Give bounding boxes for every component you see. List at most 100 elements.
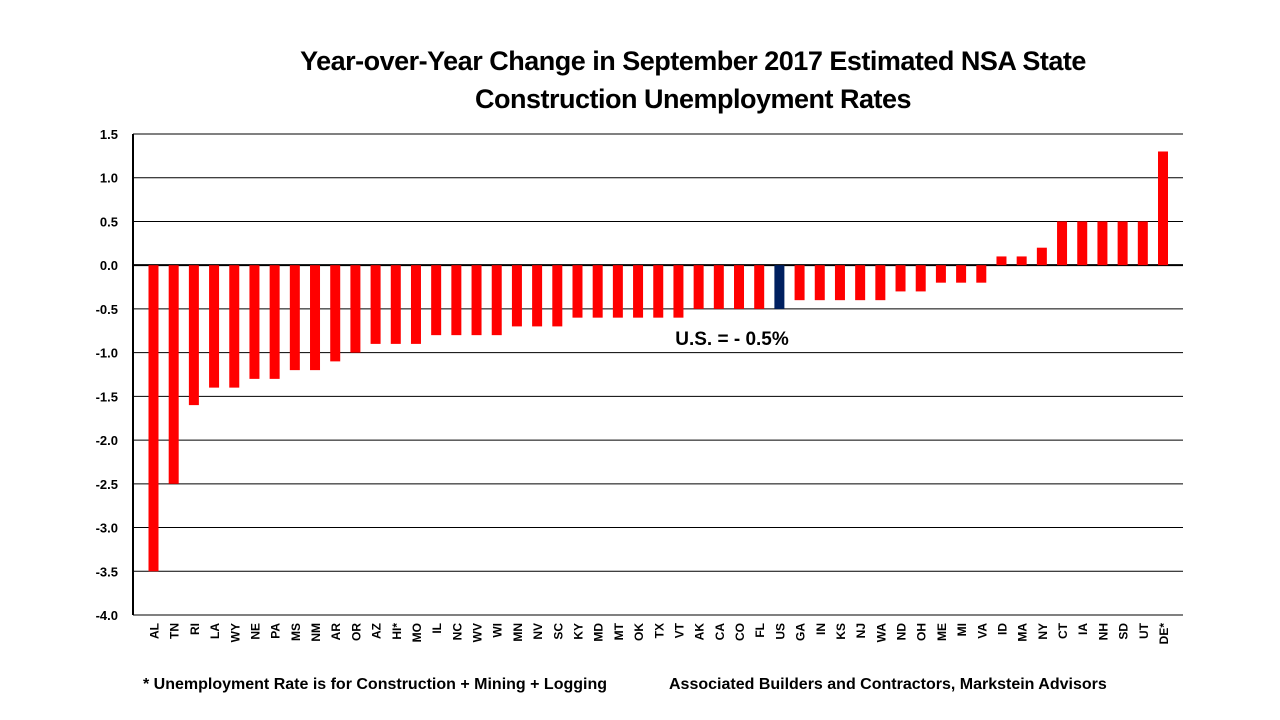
bar-ks — [834, 265, 845, 301]
x-tick-label: CT — [1056, 622, 1070, 639]
x-tick-label: CO — [733, 623, 747, 641]
bar-ky — [572, 265, 583, 318]
y-tick-label: -4.0 — [96, 608, 118, 623]
bar-pa — [269, 265, 280, 379]
bar-id — [996, 256, 1007, 266]
bar-sd — [1117, 221, 1128, 266]
x-tick-label: WA — [874, 623, 888, 643]
y-tick-label: -1.0 — [96, 346, 118, 361]
x-tick-label: TN — [168, 623, 182, 639]
y-tick-label: 1.5 — [100, 127, 118, 142]
x-tick-label: VA — [975, 623, 989, 639]
bar-wi — [491, 265, 502, 336]
x-tick-label: MI — [955, 623, 969, 636]
x-tick-label: OK — [632, 623, 646, 641]
x-tick-label: UT — [1137, 622, 1151, 639]
bar-nc — [451, 265, 462, 336]
y-tick-label: -3.0 — [96, 521, 118, 536]
x-tick-label: WY — [228, 623, 242, 642]
x-tick-label: GA — [794, 623, 808, 641]
x-tick-label: AR — [329, 623, 343, 641]
bar-ia — [1077, 221, 1088, 266]
bar-oh — [915, 265, 926, 292]
us-annotation: U.S. = - 0.5% — [675, 329, 789, 350]
bar-ma — [1016, 256, 1027, 266]
x-tick-label: NM — [309, 623, 323, 642]
x-tick-label: NV — [531, 623, 545, 640]
bar-ak — [693, 265, 704, 309]
x-tick-label: KS — [834, 623, 848, 640]
footnote: * Unemployment Rate is for Construction … — [143, 676, 608, 693]
bar-wa — [875, 265, 886, 301]
bar-va — [976, 265, 987, 283]
chart-title: Year-over-Year Change in September 2017 … — [300, 46, 1086, 114]
bar-in — [814, 265, 825, 301]
bar-de — [1158, 151, 1168, 266]
x-tick-label: SC — [551, 623, 565, 640]
bar-tx — [653, 265, 664, 318]
x-tick-label: WV — [471, 623, 485, 642]
bar-ga — [794, 265, 805, 301]
x-tick-label: KY — [571, 623, 585, 640]
y-tick-label: 0.5 — [100, 214, 118, 229]
bar-mi — [956, 265, 967, 283]
bar-nj — [855, 265, 866, 301]
bar-nm — [310, 265, 321, 371]
y-tick-label: -2.5 — [96, 477, 118, 492]
bar-nd — [895, 265, 906, 292]
y-tick-label: -1.5 — [96, 389, 118, 404]
bar-wv — [471, 265, 482, 336]
x-tick-label: ND — [895, 623, 909, 641]
bar-ar — [330, 265, 341, 362]
bar-al — [148, 265, 159, 572]
bar-nh — [1097, 221, 1108, 266]
x-tick-label: NH — [1096, 623, 1110, 640]
x-tick-label: OR — [349, 623, 363, 641]
bar-me — [935, 265, 946, 283]
x-tick-label: MT — [612, 622, 626, 640]
x-tick-label: LA — [208, 623, 222, 639]
bar-or — [350, 265, 361, 353]
bar-md — [592, 265, 603, 318]
bar-ne — [249, 265, 260, 379]
x-tick-label: IN — [814, 623, 828, 635]
x-tick-label: FL — [753, 623, 767, 638]
x-tick-label: OH — [915, 623, 929, 641]
bar-co — [734, 265, 745, 309]
x-tick-label: SD — [1117, 623, 1131, 640]
x-tick-label: DE* — [1157, 623, 1171, 645]
x-tick-label: NC — [450, 623, 464, 641]
bar-sc — [552, 265, 563, 327]
x-tick-label: AZ — [370, 623, 384, 639]
bar-il — [431, 265, 442, 336]
x-tick-label: NE — [248, 623, 262, 640]
x-tick-label: MS — [289, 623, 303, 641]
x-tick-label: ME — [935, 623, 949, 641]
x-tick-label: ID — [995, 623, 1009, 635]
bar-hi — [390, 265, 401, 344]
bar-ri — [188, 265, 199, 406]
bar-nv — [532, 265, 543, 327]
x-tick-label: US — [773, 623, 787, 640]
x-tick-label: IL — [430, 623, 444, 634]
x-tick-label: MN — [511, 623, 525, 642]
bar-ny — [1036, 247, 1047, 266]
y-tick-label: 0.0 — [100, 258, 118, 273]
y-tick-label: -2.0 — [96, 433, 118, 448]
bar-az — [370, 265, 381, 344]
x-tick-label: MA — [1016, 623, 1030, 642]
bar-us — [774, 265, 785, 309]
bar-vt — [673, 265, 684, 318]
x-tick-label: AL — [148, 623, 162, 639]
x-tick-label: MD — [592, 623, 606, 642]
bar-ut — [1137, 221, 1148, 266]
x-tick-label: AK — [693, 623, 707, 641]
source-note: Associated Builders and Contractors, Mar… — [669, 676, 1107, 693]
bar-wy — [229, 265, 240, 388]
bar-ms — [289, 265, 300, 371]
x-tick-label: MO — [410, 623, 424, 642]
x-tick-label: TX — [652, 623, 666, 638]
x-tick-label: WI — [491, 623, 505, 638]
bar-fl — [754, 265, 765, 309]
